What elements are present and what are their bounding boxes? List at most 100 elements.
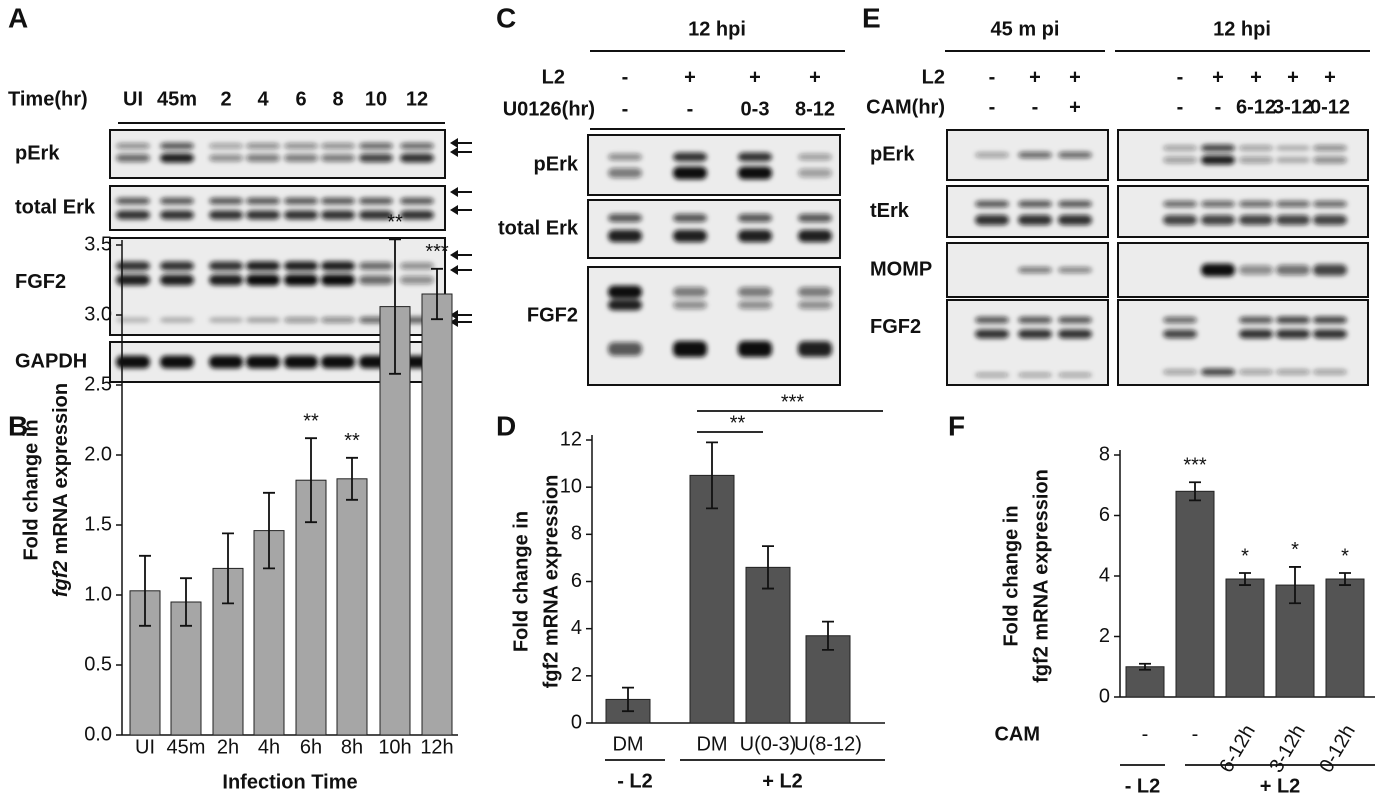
band xyxy=(1313,145,1347,151)
arrow-head xyxy=(450,187,458,197)
error-bar xyxy=(305,437,317,524)
lane-label: 45m xyxy=(157,88,197,110)
error-bar xyxy=(431,267,443,321)
y-axis-label-italic: fgf2 xyxy=(50,560,72,597)
x-tick-label: 2h xyxy=(217,736,239,758)
x-tick-label: 45m xyxy=(167,736,206,758)
arrow-head xyxy=(450,310,458,320)
error-bar xyxy=(1239,572,1251,586)
lane-label: - xyxy=(1177,66,1184,88)
header: 12 hpi xyxy=(688,18,746,40)
blot-bands xyxy=(1163,200,1347,225)
time-label: Time(hr) xyxy=(8,88,88,110)
band xyxy=(359,275,393,285)
band xyxy=(116,143,150,149)
band xyxy=(1201,200,1235,208)
band xyxy=(246,210,280,220)
blot-row-label: MOMP xyxy=(870,258,932,280)
error-bar xyxy=(1289,566,1301,605)
x-tick-label: 6h xyxy=(300,736,322,758)
group-label: + L2 xyxy=(762,770,803,792)
blot-background xyxy=(109,129,446,179)
band xyxy=(359,197,393,205)
x-tick-label: 8h xyxy=(341,736,363,758)
band xyxy=(359,262,393,270)
y-tick-label: 3.0 xyxy=(84,303,112,325)
band xyxy=(1239,200,1273,208)
lane-label: - xyxy=(687,98,694,120)
lane-label: 0-12 xyxy=(1310,96,1350,118)
band xyxy=(321,317,355,323)
error-bar xyxy=(622,686,634,713)
y-tick-label: 1.5 xyxy=(84,513,112,535)
panel-letter: E xyxy=(862,2,881,33)
blot-background xyxy=(587,134,841,196)
band xyxy=(1239,265,1273,275)
blot-row-label: GAPDH xyxy=(15,350,87,372)
error-bar xyxy=(1339,572,1351,586)
band xyxy=(798,341,832,357)
bar xyxy=(1175,490,1215,698)
x-tick-label: UI xyxy=(135,736,155,758)
band xyxy=(1239,329,1273,339)
band xyxy=(116,317,150,323)
significance-label: * xyxy=(1341,545,1349,567)
blot-bands xyxy=(1163,144,1347,165)
band xyxy=(284,317,318,323)
band xyxy=(160,153,194,163)
arrow-head xyxy=(450,138,458,148)
row-label: CAM xyxy=(994,723,1040,745)
blot-row-label: total Erk xyxy=(15,196,96,218)
band xyxy=(321,355,355,369)
band xyxy=(975,200,1009,208)
error-bar xyxy=(762,545,774,590)
band xyxy=(209,274,243,286)
blot-background xyxy=(1117,129,1369,181)
lane-label: 8 xyxy=(332,88,343,110)
band xyxy=(1239,156,1273,164)
lane-label: 0-3 xyxy=(741,98,770,120)
x-tick-label: 4h xyxy=(258,736,280,758)
lane-label: - xyxy=(1177,96,1184,118)
significance-label: *** xyxy=(1183,455,1207,477)
band xyxy=(608,213,642,223)
band xyxy=(284,210,318,220)
panel-letter: B xyxy=(8,410,28,441)
band xyxy=(1313,369,1347,375)
band xyxy=(284,154,318,162)
x-tick-label: DM xyxy=(696,733,727,755)
error-bar xyxy=(822,620,834,651)
blot-bands xyxy=(975,316,1092,378)
band xyxy=(1313,264,1347,276)
band xyxy=(738,287,772,297)
band xyxy=(400,210,434,220)
blot-background xyxy=(109,185,446,231)
blot-row-label: FGF2 xyxy=(870,316,921,338)
band xyxy=(608,153,642,161)
significance-label: *** xyxy=(425,241,449,263)
lane-label: + xyxy=(809,66,821,88)
significance-label: * xyxy=(1291,539,1299,561)
lane-label: 6 xyxy=(295,88,306,110)
bar xyxy=(336,478,368,736)
band xyxy=(321,261,355,271)
blot-bands xyxy=(975,200,1092,226)
bar xyxy=(745,566,791,724)
y-axis-label: fgf2 mRNA expression xyxy=(540,475,562,689)
error-bar xyxy=(389,238,401,375)
y-tick-label: 0 xyxy=(571,711,582,733)
significance-label: * xyxy=(1241,545,1249,567)
significance-label: ** xyxy=(387,212,403,234)
y-axis-label-rest: mRNA expression xyxy=(50,383,72,555)
band xyxy=(246,317,280,323)
band xyxy=(284,355,318,369)
band xyxy=(116,355,150,369)
blot-row-label: pErk xyxy=(15,142,60,164)
band xyxy=(1313,200,1347,208)
band xyxy=(1058,316,1092,324)
band xyxy=(160,261,194,271)
blot-bands xyxy=(975,151,1092,159)
x-axis-label: Infection Time xyxy=(222,771,357,793)
band xyxy=(1276,156,1310,164)
y-tick-label: 2 xyxy=(1099,625,1110,647)
